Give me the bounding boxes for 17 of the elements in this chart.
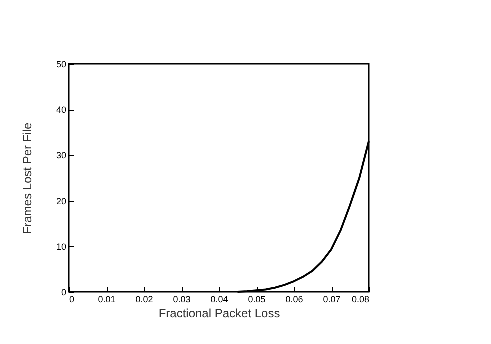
y-tick-label: 10	[56, 242, 66, 252]
y-tick-label: 0	[61, 288, 66, 298]
x-tick-label: 0.04	[210, 294, 228, 304]
y-axis-title: Frames Lost Per File	[20, 122, 34, 234]
y-tick-label: 40	[56, 105, 66, 116]
x-tick-label: 0.06	[286, 294, 304, 304]
x-tick-label: 0.01	[98, 294, 116, 304]
x-tick-label: 0.05	[248, 294, 266, 304]
y-tick-label: 50	[56, 60, 66, 70]
y-tick-label: 20	[56, 196, 66, 206]
x-axis-title: Fractional Packet Loss	[158, 306, 280, 320]
x-tick-label: 0.02	[136, 294, 154, 304]
x-tick-label: 0.08	[352, 294, 370, 304]
x-tick-label: 0	[70, 294, 75, 304]
x-tick-label: 0.03	[173, 294, 191, 304]
y-tick-label: 30	[56, 150, 66, 161]
x-tick-label: 0.07	[323, 294, 341, 304]
